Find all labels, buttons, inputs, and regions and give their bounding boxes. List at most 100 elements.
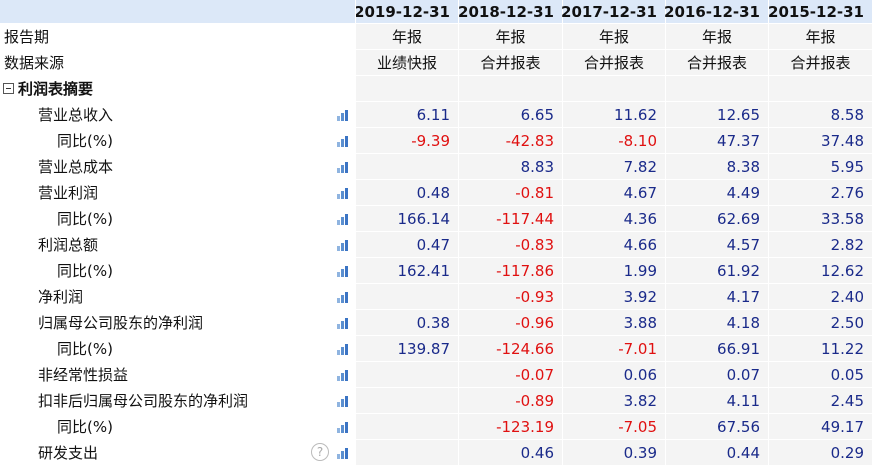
chart-icon[interactable]	[337, 317, 349, 329]
data-cell: 11.62	[563, 102, 666, 128]
data-cell: 6.11	[356, 102, 459, 128]
data-cell: 162.41	[356, 258, 459, 284]
chart-icon[interactable]	[337, 161, 349, 173]
row-label-text: 同比(%)	[57, 132, 113, 150]
row-label: 扣非后归属母公司股东的净利润	[0, 388, 356, 414]
help-icon[interactable]: ?	[311, 443, 329, 461]
info-row: 报告期 年报 年报 年报 年报 年报	[0, 24, 873, 50]
data-cell: 合并报表	[769, 50, 873, 76]
chart-icon[interactable]	[337, 265, 349, 277]
item-row: 同比(%) -123.19 -7.05 67.56 49.17	[0, 414, 873, 440]
row-label: 营业总成本	[0, 154, 356, 180]
row-label: 报告期	[0, 24, 356, 50]
collapse-icon[interactable]	[3, 83, 14, 94]
row-label: 研发支出?	[0, 440, 356, 466]
data-cell: 0.39	[563, 440, 666, 466]
data-cell: 合并报表	[459, 50, 563, 76]
row-label-text: 利润总额	[38, 236, 99, 254]
data-cell: 37.48	[769, 128, 873, 154]
item-row: 扣非后归属母公司股东的净利润 -0.89 3.82 4.11 2.45	[0, 388, 873, 414]
data-cell: 67.56	[666, 414, 769, 440]
chart-icon[interactable]	[337, 239, 349, 251]
data-cell: -42.83	[459, 128, 563, 154]
data-cell: 业绩快报	[356, 50, 459, 76]
chart-icon[interactable]	[337, 187, 349, 199]
data-cell: 2.76	[769, 180, 873, 206]
item-row: 同比(%) 166.14 -117.44 4.36 62.69 33.58	[0, 206, 873, 232]
row-label: 同比(%)	[0, 414, 356, 440]
item-row: 净利润 -0.93 3.92 4.17 2.40	[0, 284, 873, 310]
data-cell	[356, 284, 459, 310]
data-cell: -0.93	[459, 284, 563, 310]
data-cell: 4.67	[563, 180, 666, 206]
data-cell	[356, 362, 459, 388]
chart-icon[interactable]	[337, 421, 349, 433]
data-cell: 0.48	[356, 180, 459, 206]
row-label-text: 净利润	[38, 288, 84, 306]
data-cell: -0.96	[459, 310, 563, 336]
column-header: 2015-12-31	[768, 0, 873, 24]
row-label: 归属母公司股东的净利润	[0, 310, 356, 336]
chart-icon[interactable]	[337, 291, 349, 303]
column-header: 2017-12-31	[561, 0, 666, 24]
item-row: 同比(%) -9.39 -42.83 -8.10 47.37 37.48	[0, 128, 873, 154]
item-row: 研发支出? 0.46 0.39 0.44 0.29	[0, 440, 873, 466]
data-cell: 5.95	[769, 154, 873, 180]
data-cell: 1.99	[563, 258, 666, 284]
data-cell: 2.40	[769, 284, 873, 310]
info-row: 数据来源 业绩快报 合并报表 合并报表 合并报表 合并报表	[0, 50, 873, 76]
data-cell: 6.65	[459, 102, 563, 128]
data-cell: -0.81	[459, 180, 563, 206]
section-row: 利润表摘要	[0, 76, 873, 102]
data-cell: 0.29	[769, 440, 873, 466]
empty-cell	[459, 76, 563, 102]
data-cell	[356, 388, 459, 414]
data-cell: 0.05	[769, 362, 873, 388]
item-row: 营业利润 0.48 -0.81 4.67 4.49 2.76	[0, 180, 873, 206]
data-cell: -7.01	[563, 336, 666, 362]
data-cell: 0.07	[666, 362, 769, 388]
chart-icon[interactable]	[337, 109, 349, 121]
data-cell: 4.36	[563, 206, 666, 232]
row-label: 同比(%)	[0, 258, 356, 284]
data-cell: -9.39	[356, 128, 459, 154]
data-cell: -0.89	[459, 388, 563, 414]
chart-icon[interactable]	[337, 369, 349, 381]
chart-icon[interactable]	[337, 395, 349, 407]
chart-icon[interactable]	[337, 343, 349, 355]
data-cell: -7.05	[563, 414, 666, 440]
section-title: 利润表摘要	[18, 80, 94, 98]
data-cell: 66.91	[666, 336, 769, 362]
data-cell: 2.50	[769, 310, 873, 336]
corner-cell	[0, 0, 356, 24]
item-row: 营业总收入 6.11 6.65 11.62 12.65 8.58	[0, 102, 873, 128]
chart-icon[interactable]	[337, 135, 349, 147]
data-cell: 7.82	[563, 154, 666, 180]
data-cell: 166.14	[356, 206, 459, 232]
column-header: 2019-12-31	[354, 0, 459, 24]
data-cell: 62.69	[666, 206, 769, 232]
data-cell: 3.92	[563, 284, 666, 310]
data-cell: -0.83	[459, 232, 563, 258]
data-cell: 3.88	[563, 310, 666, 336]
data-cell: 49.17	[769, 414, 873, 440]
chart-icon[interactable]	[337, 447, 349, 459]
data-cell: 33.58	[769, 206, 873, 232]
chart-icon[interactable]	[337, 213, 349, 225]
data-cell: 年报	[459, 24, 563, 50]
row-label-text: 营业总成本	[38, 158, 114, 176]
data-cell: 2.45	[769, 388, 873, 414]
data-cell: -117.86	[459, 258, 563, 284]
column-header: 2016-12-31	[664, 0, 769, 24]
item-row: 非经常性损益 -0.07 0.06 0.07 0.05	[0, 362, 873, 388]
empty-cell	[769, 76, 873, 102]
data-cell: 8.83	[459, 154, 563, 180]
row-label-text: 营业总收入	[38, 106, 114, 124]
data-cell: 0.06	[563, 362, 666, 388]
data-cell: 年报	[769, 24, 873, 50]
data-cell: 4.57	[666, 232, 769, 258]
data-cell: 139.87	[356, 336, 459, 362]
data-cell	[356, 440, 459, 466]
row-label-text: 非经常性损益	[38, 366, 129, 384]
